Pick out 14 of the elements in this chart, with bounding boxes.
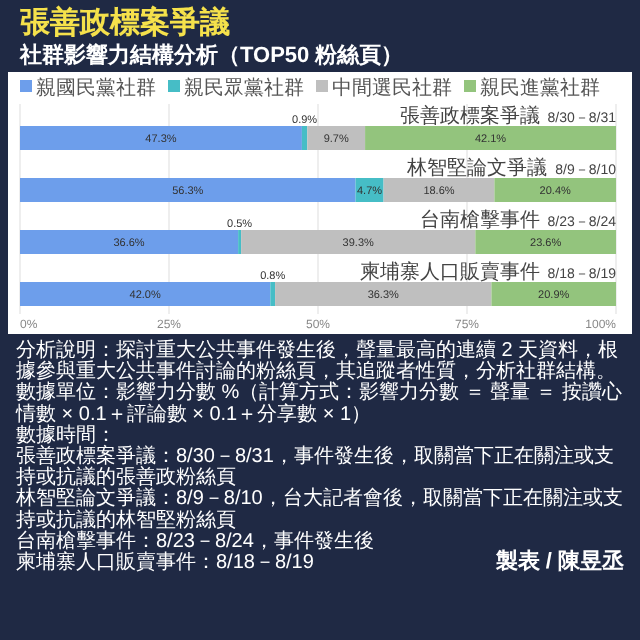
title: 張善政標案爭議 <box>20 6 230 40</box>
text: 張善政標案爭議：8/30－8/31，事件發生後，取關當下正在關注或支持或抗議的張善政粉絲頁 <box>16 444 614 490</box>
subtitle: 社群影響力結構分析（TOP50 粉絲頁） <box>20 44 404 68</box>
legend-label: 親民眾黨社群 <box>184 76 304 100</box>
legend-label: 中間選民社群 <box>332 76 452 100</box>
text: 製表 / 陳昱丞 <box>493 548 626 574</box>
text: 數據單位：影響力分數 %（計算方式：影響力分數 ＝ 聲量 ＝ 按讚心情數 × 0.1＋評論數 × 0.1＋分享數 × 1） <box>14 380 622 426</box>
legend-label: 親民進黨社群 <box>480 76 600 100</box>
text: 分析說明：探討重大公共事件發生後，聲量最高的連續 2 天資料，根據參與重大公共事件討論的粉絲頁，其追蹤者性質，分析社群結構。 <box>16 338 619 384</box>
text: 柬埔寨人口販賣事件：8/18－8/19 <box>16 550 315 574</box>
legend-label: 親國民黨社群 <box>36 76 156 100</box>
text: 林智堅論文爭議：8/9－8/10，台大記者會後，取關當下正在關注或支持或抗議的林智堅粉絲頁 <box>14 486 623 532</box>
text: 台南槍擊事件：8/23－8/24，事件發生後 <box>16 528 374 553</box>
text: 數據時間： <box>16 422 116 447</box>
